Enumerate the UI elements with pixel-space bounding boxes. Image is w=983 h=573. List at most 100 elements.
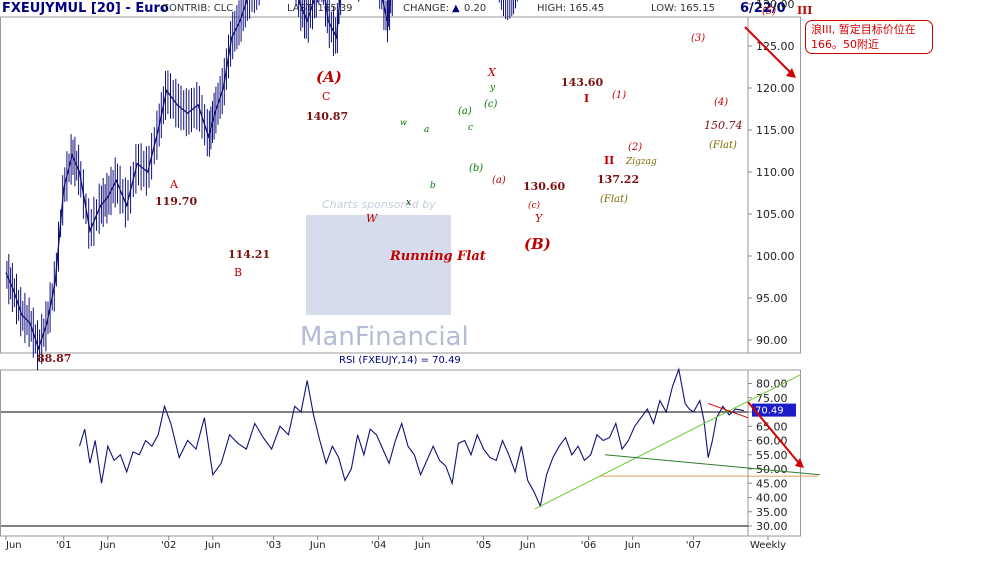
price-tick-label: 90.00 [756, 334, 788, 347]
wave-annotation: y [489, 83, 496, 93]
price-tick-label: 100.00 [756, 250, 795, 263]
wave-annotation: c [468, 123, 473, 133]
rsi-tick-label: 60.00 [756, 435, 788, 448]
wave-annotation: (B) [524, 235, 551, 253]
rsi-downtrend-line [707, 402, 749, 419]
x-tick-label: Jun [624, 540, 641, 551]
rsi-series-line [78, 367, 744, 508]
wave-annotation: (5) [762, 6, 776, 17]
wave-annotation: Running Flat [389, 249, 486, 264]
x-tick-label: Jun [309, 540, 326, 551]
price-tick-label: 105.00 [756, 208, 795, 221]
rsi-tick-label: 45.00 [756, 477, 788, 490]
wave-annotation: a [424, 125, 429, 135]
wave-annotation: X [487, 66, 497, 79]
price-tick-label: 125.00 [756, 40, 795, 53]
rsi-uptrend-line [534, 374, 801, 510]
wave-annotation: C [322, 90, 330, 103]
wave-annotation: III [797, 4, 812, 17]
wave-annotation: (2) [628, 142, 642, 153]
x-tick-label: Jun [414, 540, 431, 551]
price-tick-label: 130.00 [756, 0, 795, 11]
price-tick-label: 120.00 [756, 82, 795, 95]
symbol-title: FXEUJYMUL [20] - Euro [2, 1, 169, 16]
wave-annotation: w [400, 118, 407, 127]
wave-annotation: 119.70 [155, 195, 197, 208]
wave-annotation: B [234, 266, 242, 279]
rsi-tick-label: 30.00 [756, 520, 788, 533]
x-tick-label: Jun [204, 540, 221, 551]
change-value: 0.20 [464, 3, 487, 14]
price-projection-arrow [744, 26, 791, 73]
x-tick-label: Jun [5, 540, 22, 551]
wave-annotation: (A) [316, 68, 342, 86]
x-tick-label: Weekly [750, 540, 786, 551]
wave-annotation: (a) [492, 175, 506, 186]
wave-annotation: (c) [484, 99, 498, 110]
x-tick-label: '03 [266, 540, 281, 551]
wave-annotation: 140.87 [306, 110, 348, 123]
wave-annotation: W [366, 212, 379, 225]
x-tick-label: '01 [56, 540, 71, 551]
last-price: LAST: 165.39 [287, 3, 353, 14]
wave-annotation: II [604, 154, 614, 167]
wave-annotation: (4) [714, 97, 728, 108]
watermark-brand: ManFinancial [300, 322, 469, 352]
x-tick-label: '02 [161, 540, 176, 551]
contrib-label: CONTRIB: CLC [162, 3, 234, 14]
wave-annotation: I [584, 92, 589, 105]
last-rsi-label: 70.49 [755, 406, 784, 417]
price-tick-label: 110.00 [756, 166, 795, 179]
wave-annotation: 114.21 [228, 248, 270, 261]
rsi-arrow-head [795, 458, 804, 468]
wave-annotation: Zigzag [625, 157, 657, 167]
rsi-support-line [604, 454, 821, 476]
x-tick-label: Jun [99, 540, 116, 551]
rsi-tick-label: 35.00 [756, 506, 788, 519]
wave-annotation: A [169, 178, 179, 191]
wave-annotation: 130.60 [523, 180, 565, 193]
last-rsi-box [752, 403, 796, 417]
price-series-line [5, 0, 392, 351]
price-tick-label: 115.00 [756, 124, 795, 137]
rsi-tick-label: 65.00 [756, 420, 788, 433]
price-arrow-head [786, 68, 796, 78]
rsi-title: RSI (FXEUJY,14) = 70.49 [339, 355, 461, 366]
wave-annotation: (a) [458, 106, 472, 117]
wave-annotation: 137.22 [597, 173, 639, 186]
wave-annotation: (1) [612, 90, 626, 101]
wave-annotation: (c) [528, 200, 541, 211]
wave-annotation: (Flat) [600, 194, 628, 205]
change-label: CHANGE: [403, 3, 450, 14]
watermark-sponsor: Charts sponsored by [322, 198, 436, 211]
watermark-logo [306, 215, 451, 315]
x-tick-label: Jun [519, 540, 536, 551]
chart-date: 6/22/0 [740, 1, 786, 16]
wave-annotation: 150.74 [704, 119, 743, 132]
wave-annotation: Y [535, 212, 544, 225]
x-tick-label: '07 [686, 540, 701, 551]
wave-callout: 浪III, 暂定目标价位在166。50附近 [805, 20, 933, 54]
x-tick-label: '06 [581, 540, 596, 551]
high-price: HIGH: 165.45 [537, 3, 605, 14]
rsi-tick-label: 75.00 [756, 392, 788, 405]
rsi-tick-label: 80.00 [756, 378, 788, 391]
rsi-tick-label: 55.00 [756, 449, 788, 462]
wave-annotation: (Flat) [709, 140, 737, 151]
x-tick-label: '04 [371, 540, 386, 551]
x-tick-label: '05 [476, 540, 491, 551]
change-up-icon: ▲ [452, 3, 460, 14]
price-panel-frame [0, 16, 801, 354]
rsi-tick-label: 50.00 [756, 463, 788, 476]
wave-annotation: 143.60 [561, 76, 603, 89]
wave-annotation: 88.87 [37, 352, 71, 365]
wave-annotation: b [430, 181, 436, 191]
wave-annotation: x [406, 198, 411, 208]
wave-annotation: (3) [691, 33, 705, 44]
low-price: LOW: 165.15 [651, 3, 715, 14]
rsi-projection-arrow [747, 401, 799, 463]
rsi-tick-label: 40.00 [756, 492, 788, 505]
wave-annotation: (b) [469, 163, 483, 174]
